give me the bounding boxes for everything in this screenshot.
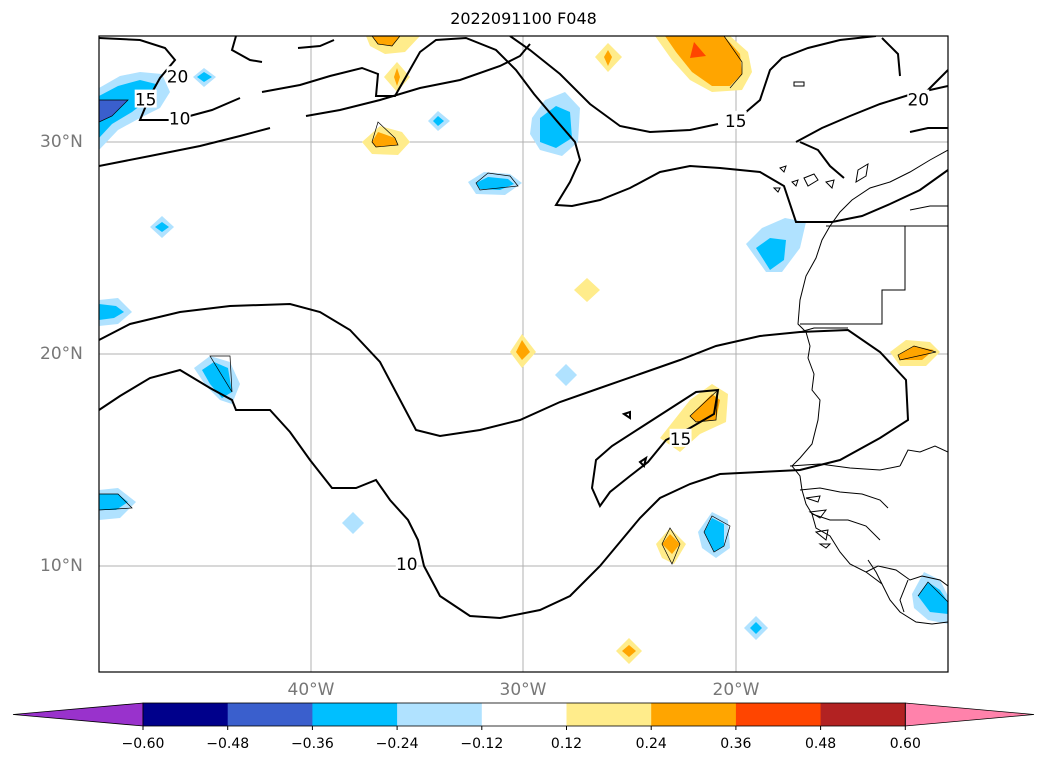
contour-line <box>99 127 271 167</box>
anomaly-blob-negative <box>704 518 724 552</box>
contour-label-bg <box>669 428 692 447</box>
contour-label-bg <box>134 89 157 108</box>
anomaly-blob-negative <box>756 238 786 270</box>
colorbar-tick-label: −0.36 <box>290 736 334 752</box>
anomaly-blob-negative <box>918 582 948 614</box>
contour-line <box>99 37 241 121</box>
contour-line <box>261 36 948 223</box>
colorbar-segment <box>820 703 906 726</box>
anomaly-blob-positive <box>372 36 400 46</box>
contour-label-bg <box>907 89 930 108</box>
colorbar-tick-label: 0.24 <box>635 736 667 752</box>
contour-label: 10 <box>169 110 191 130</box>
anomaly-blob-positive <box>394 68 400 86</box>
anomaly-outlines <box>99 36 948 603</box>
shaded-anomaly-field <box>99 36 948 664</box>
contour-labels: 20 15 10 15 20 15 10 <box>134 66 930 575</box>
contour-label-bg <box>168 108 191 127</box>
lon-label-40w: 40°W <box>287 680 335 700</box>
contour-label-bg <box>395 553 418 572</box>
anomaly-blob-negative <box>555 364 577 386</box>
colorbar-segment <box>566 703 652 726</box>
colorbar-tick-label: −0.12 <box>460 736 504 752</box>
contour-lines <box>99 36 948 620</box>
anomaly-blob-negative <box>540 106 572 148</box>
contour-label-bg <box>724 110 747 129</box>
colorbar-tick-label: 0.48 <box>805 736 837 752</box>
colorbar-tick-label: 0.36 <box>720 736 752 752</box>
anomaly-blob-negative <box>433 116 444 126</box>
colorbar-segment <box>735 703 822 726</box>
contour-line <box>621 410 631 420</box>
anomaly-blob-positive <box>662 534 680 554</box>
contour-label: 15 <box>135 91 157 111</box>
lat-label-20n: 20°N <box>40 344 83 364</box>
lat-label-10n: 10°N <box>40 556 83 576</box>
colorbar-tick-label: 0.60 <box>889 736 921 752</box>
anomaly-blob-positive <box>604 50 612 66</box>
contour-line <box>305 43 531 117</box>
colorbar-segment <box>651 703 737 726</box>
anomaly-blob-negative <box>476 177 514 190</box>
contour-line <box>909 127 948 133</box>
map-title: 2022091100 F048 <box>450 9 597 28</box>
anomaly-blob-negative <box>155 222 169 232</box>
anomaly-blob-negative <box>99 100 128 122</box>
colorbar-segment <box>143 703 229 726</box>
colorbar-tick-label: 0.12 <box>550 736 583 752</box>
colorbar <box>12 702 1035 730</box>
anomaly-blob-positive <box>574 278 600 302</box>
colorbar-segment <box>227 703 313 726</box>
contour-line <box>881 37 901 77</box>
anomaly-blob-negative <box>342 512 364 534</box>
colorbar-outline <box>142 702 906 727</box>
anomaly-blob-positive <box>690 42 706 58</box>
contour-line <box>230 36 263 63</box>
anomaly-blob-positive <box>372 132 398 147</box>
contour-label: 15 <box>670 430 692 450</box>
colorbar-tick-label: −0.60 <box>121 736 165 752</box>
contour-line <box>745 36 877 113</box>
contour-label: 20 <box>907 91 929 111</box>
contour-line <box>799 141 845 179</box>
anomaly-blob-positive <box>665 36 742 86</box>
contour-label-bg <box>166 66 189 85</box>
anomaly-blob-negative <box>99 494 128 510</box>
coastlines <box>772 81 948 625</box>
anomaly-blob-positive <box>622 645 636 657</box>
contour-line <box>590 388 720 509</box>
contour-line <box>509 36 719 134</box>
colorbar-tick-label: −0.48 <box>206 736 250 752</box>
lon-label-20w: 20°W <box>712 680 760 700</box>
anomaly-blob-negative <box>99 304 124 320</box>
contour-line <box>297 39 335 49</box>
lat-label-30n: 30°N <box>40 132 83 152</box>
lon-label-30w: 30°W <box>499 680 547 700</box>
contour-label: 10 <box>396 555 418 575</box>
colorbar-segment <box>312 703 398 726</box>
anomaly-blob-positive <box>898 346 934 360</box>
colorbar-extend-high <box>904 702 1035 727</box>
anomaly-blob-negative <box>750 622 762 634</box>
anomaly-blob-negative <box>197 72 212 82</box>
anomaly-blob-negative <box>202 362 232 398</box>
colorbar-segment <box>397 703 483 726</box>
contour-line <box>99 302 910 620</box>
contour-label: 20 <box>167 67 189 87</box>
contour-line <box>638 455 648 468</box>
colorbar-tick-label: −0.24 <box>375 736 419 752</box>
map-frame <box>98 35 949 673</box>
colorbar-extend-low <box>12 702 144 727</box>
anomaly-blob-positive <box>516 340 530 360</box>
colorbar-segment <box>481 703 567 726</box>
contour-label: 15 <box>725 112 747 132</box>
